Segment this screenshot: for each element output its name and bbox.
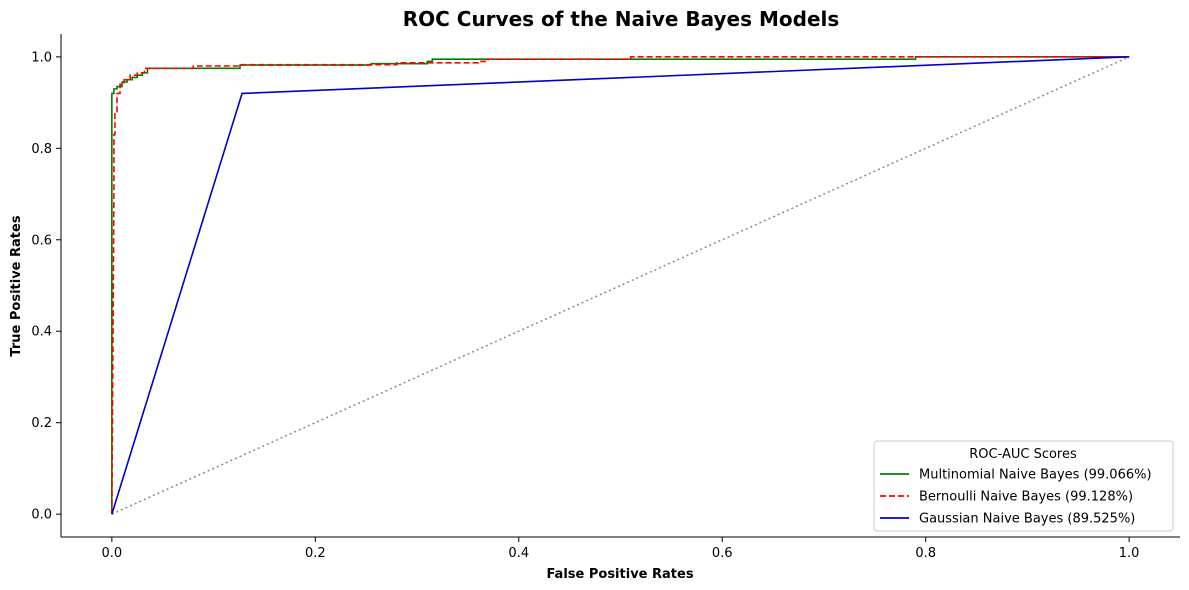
legend-title: ROC-AUC Scores	[969, 447, 1077, 462]
x-axis-label: False Positive Rates	[546, 567, 693, 582]
bernoulli-naive-bayes-curve	[111, 56, 1130, 515]
gaussian-naive-bayes-curve	[111, 56, 1130, 515]
x-axis-ticks: 0.0 0.2 0.4 0.6 0.8 1.0	[102, 537, 1140, 561]
x-tick-label: 0.0	[102, 546, 123, 561]
legend-label-gaussian-naive-bayes: Gaussian Naive Bayes (89.525%)	[919, 512, 1135, 527]
y-axis-label: True Positive Rates	[9, 215, 24, 356]
y-tick-label: 0.8	[31, 142, 52, 157]
y-tick-label: 0.4	[31, 325, 52, 340]
y-tick-label: 1.0	[31, 50, 52, 65]
legend-box	[873, 440, 1174, 532]
plot-area: 0.0 0.2 0.4 0.6 0.8 1.0 0.0 0.2 0.4 0.6 0.8 1.0	[31, 34, 1180, 561]
y-tick-label: 0.6	[31, 233, 52, 248]
legend-label-multinomial-naive-bayes: Multinomial Naive Bayes (99.066%)	[919, 468, 1152, 483]
legend-label-bernoulli-naive-bayes: Bernoulli Naive Bayes (99.128%)	[919, 490, 1133, 505]
y-axis-ticks: 0.0 0.2 0.4 0.6 0.8 1.0	[31, 50, 61, 523]
x-tick-label: 0.4	[508, 546, 529, 561]
chance-diagonal-line	[111, 56, 1130, 515]
x-tick-label: 1.0	[1119, 546, 1140, 561]
chart-title: ROC Curves of the Naive Bayes Models	[403, 7, 840, 31]
multinomial-naive-bayes-curve	[111, 56, 1130, 515]
roc-curves	[111, 56, 1130, 515]
legend: ROC-AUC Scores Multinomial Naive Bayes (…	[873, 440, 1174, 532]
y-tick-label: 0.2	[31, 416, 52, 431]
x-tick-label: 0.2	[305, 546, 326, 561]
x-tick-label: 0.8	[915, 546, 936, 561]
legend-entries: Multinomial Naive Bayes (99.066%) Bernoul…	[880, 468, 1152, 527]
y-tick-label: 0.0	[31, 508, 52, 523]
x-tick-label: 0.6	[712, 546, 733, 561]
